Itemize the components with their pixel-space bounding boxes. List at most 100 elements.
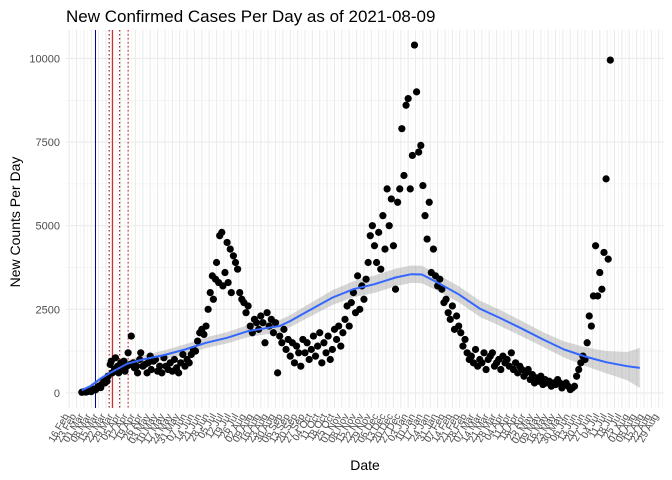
- y-tick-labels: 0 2500 5000 7500 10000: [29, 53, 60, 400]
- data-point: [452, 312, 461, 320]
- data-point: [236, 288, 244, 297]
- x-axis-title: Date: [350, 457, 380, 473]
- data-point: [455, 322, 463, 330]
- data-point: [297, 362, 305, 370]
- data-point: [124, 349, 132, 357]
- data-point: [457, 329, 465, 337]
- data-point: [408, 151, 416, 160]
- data-point: [229, 252, 237, 260]
- data-point: [263, 309, 271, 317]
- data-point: [209, 295, 217, 303]
- data-point: [280, 325, 288, 333]
- data-point: [337, 342, 345, 350]
- data-point: [224, 278, 232, 287]
- data-point: [286, 352, 294, 360]
- reference-lines: [94, 30, 129, 408]
- data-point: [282, 345, 290, 354]
- data-point: [583, 339, 591, 347]
- data-point: [175, 369, 183, 377]
- data-point: [471, 345, 480, 354]
- data-point: [600, 248, 608, 257]
- data-point: [459, 342, 467, 350]
- data-point: [503, 355, 511, 364]
- data-point: [202, 322, 210, 330]
- data-point: [596, 268, 604, 277]
- data-point: [594, 292, 602, 300]
- data-point: [368, 222, 376, 230]
- y-tick-label: 10000: [29, 53, 60, 65]
- data-point: [606, 56, 614, 64]
- data-point: [488, 349, 496, 357]
- data-point: [587, 322, 595, 330]
- data-point: [591, 242, 600, 250]
- trend-confidence-band: [81, 265, 640, 392]
- data-point: [332, 335, 341, 344]
- data-point: [242, 309, 250, 317]
- data-point: [326, 355, 334, 364]
- data-point: [269, 329, 278, 337]
- data-point: [387, 195, 395, 203]
- data-point: [429, 245, 438, 253]
- data-point: [292, 342, 301, 350]
- data-point: [244, 302, 252, 310]
- data-point: [354, 272, 362, 280]
- data-point: [276, 332, 284, 340]
- data-point: [322, 349, 330, 357]
- data-point: [221, 268, 229, 277]
- data-point: [461, 335, 469, 344]
- data-point: [274, 369, 282, 377]
- data-point: [200, 330, 208, 339]
- data-point: [375, 228, 383, 236]
- data-point: [305, 355, 313, 364]
- data-point: [604, 255, 612, 263]
- data-point: [400, 171, 408, 180]
- data-point: [383, 185, 391, 193]
- data-point: [219, 282, 227, 290]
- data-points: [78, 41, 614, 396]
- data-point: [341, 315, 349, 323]
- data-point: [442, 295, 450, 303]
- data-point: [137, 349, 145, 357]
- data-point: [252, 319, 261, 327]
- data-point: [438, 285, 446, 293]
- data-point: [347, 299, 355, 307]
- data-point: [257, 312, 265, 320]
- data-point: [396, 185, 404, 193]
- data-point: [204, 305, 212, 313]
- data-point: [132, 362, 141, 370]
- data-point: [261, 339, 269, 347]
- data-point: [602, 175, 610, 183]
- data-point: [366, 232, 374, 240]
- data-point: [379, 212, 387, 220]
- data-point: [585, 312, 593, 320]
- data-point: [444, 309, 452, 317]
- data-point: [436, 275, 444, 283]
- data-point: [320, 339, 328, 347]
- data-point: [385, 222, 393, 230]
- data-point: [307, 345, 315, 354]
- data-point: [377, 265, 385, 273]
- data-point: [497, 365, 505, 374]
- y-tick-label: 2500: [36, 304, 60, 316]
- data-point: [328, 345, 336, 354]
- data-point: [467, 352, 475, 360]
- chart-title: New Confirmed Cases Per Day as of 2021-0…: [66, 7, 435, 26]
- data-point: [111, 354, 120, 362]
- data-point: [362, 275, 370, 283]
- data-point: [259, 319, 267, 327]
- data-point: [295, 349, 303, 357]
- data-point: [448, 302, 456, 310]
- data-point: [212, 258, 221, 267]
- data-point: [394, 198, 402, 206]
- data-point: [370, 242, 379, 250]
- data-point: [206, 288, 214, 297]
- data-point: [127, 332, 135, 340]
- data-point: [324, 332, 332, 340]
- data-point: [335, 322, 343, 330]
- data-point: [246, 322, 254, 330]
- data-point: [156, 362, 164, 370]
- data-point: [234, 265, 242, 273]
- data-point: [575, 365, 583, 374]
- data-point: [389, 242, 398, 250]
